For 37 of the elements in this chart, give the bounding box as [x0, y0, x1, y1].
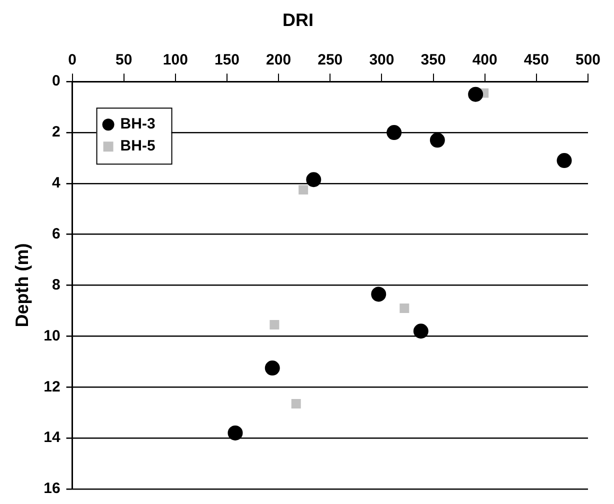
y-tick-label: 14 — [44, 429, 61, 446]
point — [264, 360, 280, 376]
point — [371, 286, 386, 302]
y-tick-label: 8 — [52, 276, 60, 294]
y-tick-label: 0 — [52, 72, 60, 90]
legend-label: BH-3 — [120, 116, 156, 133]
x-tick-label: 150 — [214, 52, 240, 69]
y-tick-label: 12 — [44, 378, 60, 396]
point — [306, 172, 322, 188]
point — [400, 303, 410, 313]
chart-title: DRI — [282, 10, 314, 30]
x-tick-label: 200 — [266, 52, 292, 69]
x-tick-label: 0 — [68, 52, 76, 69]
x-tick-label: 350 — [420, 52, 446, 69]
y-tick-label: 6 — [52, 226, 60, 243]
point — [430, 132, 445, 148]
point — [291, 398, 301, 408]
legend-label: BH-5 — [120, 138, 156, 155]
point — [270, 320, 280, 330]
x-tick-label: 100 — [162, 52, 188, 69]
y-tick-label: 4 — [52, 174, 61, 192]
y-tick-label: 10 — [44, 327, 60, 344]
y-tick-label: 2 — [52, 124, 60, 141]
point — [413, 324, 428, 339]
point — [556, 153, 572, 168]
x-tick-label: 500 — [575, 52, 601, 69]
x-tick-label: 50 — [116, 52, 132, 69]
point — [228, 425, 243, 440]
x-tick-label: 250 — [318, 52, 343, 69]
x-tick-label: 450 — [524, 52, 549, 69]
point — [468, 86, 484, 102]
point — [386, 125, 402, 140]
x-tick-label: 400 — [472, 52, 498, 69]
point — [298, 185, 308, 195]
y-tick-label: 16 — [44, 480, 60, 498]
y-axis-title: Depth (m) — [12, 243, 32, 328]
x-tick-label: 300 — [369, 52, 394, 69]
